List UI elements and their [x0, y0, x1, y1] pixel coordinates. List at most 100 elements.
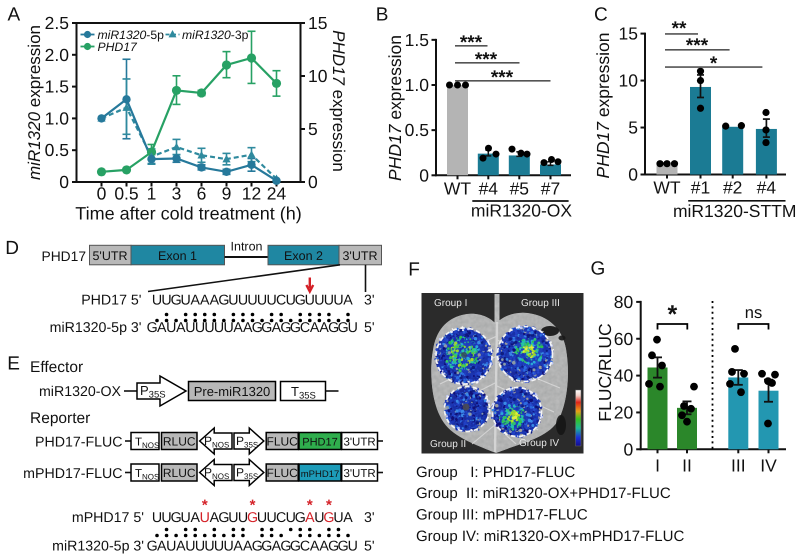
svg-text:miR1320-OX: miR1320-OX	[39, 384, 122, 400]
svg-text:G: G	[252, 320, 263, 336]
svg-text:A: A	[190, 293, 200, 309]
svg-text:10: 10	[619, 71, 639, 91]
svg-text:U: U	[247, 293, 257, 309]
svg-text:*: *	[668, 301, 678, 329]
svg-text:A: A	[233, 539, 243, 555]
svg-text:III: III	[731, 455, 746, 475]
svg-text:0: 0	[59, 172, 69, 192]
svg-text:FLUC: FLUC	[267, 435, 299, 449]
svg-text:C: C	[594, 5, 608, 26]
svg-text:C: C	[300, 320, 310, 336]
svg-text:A: A	[243, 539, 253, 555]
svg-text:G: G	[323, 510, 334, 526]
svg-text:G: G	[261, 320, 272, 336]
svg-text:15: 15	[619, 24, 638, 44]
svg-text:G: G	[290, 320, 301, 336]
svg-text:RLUC: RLUC	[163, 466, 196, 480]
svg-text:A: A	[310, 320, 320, 336]
svg-text:G: G	[295, 510, 306, 526]
svg-text:IV: IV	[760, 455, 777, 475]
svg-text:1: 1	[147, 184, 157, 204]
svg-text:II: II	[682, 455, 692, 475]
svg-text:0.5: 0.5	[114, 184, 138, 204]
svg-text:20: 20	[614, 402, 634, 422]
svg-text:Effector: Effector	[30, 359, 83, 376]
svg-text:A: A	[310, 539, 320, 555]
svg-text:U: U	[228, 510, 238, 526]
svg-text:1.0: 1.0	[45, 108, 70, 128]
svg-text:G: G	[218, 293, 229, 309]
svg-text:U: U	[333, 510, 343, 526]
svg-text:Group I: Group I	[434, 298, 467, 309]
svg-text:G: G	[147, 320, 158, 336]
svg-text:WT: WT	[653, 178, 681, 198]
svg-text:PHD17: PHD17	[98, 40, 139, 54]
svg-text:miR1320-STTM: miR1320-STTM	[673, 201, 797, 221]
svg-text:PHD17 expression: PHD17 expression	[385, 35, 405, 181]
svg-text:#4: #4	[757, 178, 777, 198]
svg-text:0: 0	[308, 172, 318, 192]
svg-text:G: G	[171, 510, 182, 526]
svg-text:I: I	[655, 455, 660, 475]
svg-text:*: *	[202, 497, 208, 514]
svg-text:U: U	[286, 510, 296, 526]
svg-text:U: U	[266, 293, 276, 309]
svg-text:5: 5	[308, 119, 318, 139]
svg-text:U: U	[348, 539, 358, 555]
svg-text:***: ***	[460, 32, 483, 53]
svg-text:U: U	[305, 293, 315, 309]
svg-text:A: A	[243, 320, 253, 336]
svg-text:G: G	[252, 539, 263, 555]
svg-text:C: C	[276, 293, 286, 309]
svg-text:A: A	[319, 320, 329, 336]
svg-text:40: 40	[614, 366, 634, 386]
svg-text:PHD17: PHD17	[302, 437, 337, 449]
svg-text:Group IV: miR1320-OX+mPHD17-FL: Group IV: miR1320-OX+mPHD17-FLUC	[416, 528, 684, 545]
svg-text:1.5: 1.5	[45, 77, 69, 97]
svg-text:A: A	[343, 293, 353, 309]
svg-text:U: U	[161, 510, 171, 526]
svg-text:0: 0	[628, 165, 638, 185]
svg-text:9: 9	[222, 184, 232, 204]
svg-text:G: G	[171, 293, 182, 309]
svg-text:***: ***	[686, 36, 709, 57]
svg-text:U: U	[348, 320, 358, 336]
svg-text:*: *	[250, 497, 256, 514]
svg-text:1.5: 1.5	[405, 30, 429, 50]
svg-text:miR1320-OX: miR1320-OX	[471, 201, 572, 221]
svg-text:2.5: 2.5	[45, 13, 69, 33]
svg-text:U: U	[214, 539, 224, 555]
svg-text:Exon 1: Exon 1	[158, 249, 197, 263]
svg-text:6: 6	[197, 184, 207, 204]
svg-text:U: U	[333, 293, 343, 309]
svg-text:U: U	[152, 510, 162, 526]
svg-text:ns: ns	[745, 304, 762, 322]
svg-text:miR1320-5p 3': miR1320-5p 3'	[52, 539, 144, 555]
svg-text:FLUC/RLUC: FLUC/RLUC	[595, 323, 615, 421]
svg-text:A: A	[157, 539, 167, 555]
svg-text:U: U	[223, 539, 233, 555]
svg-text:miR1320-5p 3': miR1320-5p 3'	[50, 320, 142, 336]
svg-text:A: A	[272, 320, 282, 336]
svg-text:G: G	[338, 539, 349, 555]
svg-text:Group III: mPHD17-FLUC: Group III: mPHD17-FLUC	[416, 507, 588, 524]
svg-text:A: A	[319, 539, 329, 555]
svg-text:**: **	[672, 19, 687, 40]
svg-text:60: 60	[614, 329, 634, 349]
svg-text:#4: #4	[479, 178, 499, 198]
svg-text:A: A	[343, 510, 353, 526]
svg-text:Group I: PHD17-FLUC: Group I: PHD17-FLUC	[416, 464, 575, 481]
svg-text:F: F	[408, 260, 420, 281]
svg-text:Exon 2: Exon 2	[284, 249, 323, 263]
svg-text:mPHD17 5': mPHD17 5'	[72, 510, 144, 526]
svg-text:0: 0	[419, 165, 429, 185]
svg-text:U: U	[257, 510, 267, 526]
svg-text:U: U	[238, 293, 248, 309]
svg-text:1.0: 1.0	[405, 75, 430, 95]
svg-text:15: 15	[308, 13, 327, 33]
svg-text:0: 0	[623, 439, 633, 459]
svg-text:A: A	[157, 320, 167, 336]
svg-text:5': 5'	[364, 539, 375, 555]
svg-text:U: U	[324, 293, 334, 309]
svg-text:Pre-miR1320: Pre-miR1320	[194, 384, 271, 399]
